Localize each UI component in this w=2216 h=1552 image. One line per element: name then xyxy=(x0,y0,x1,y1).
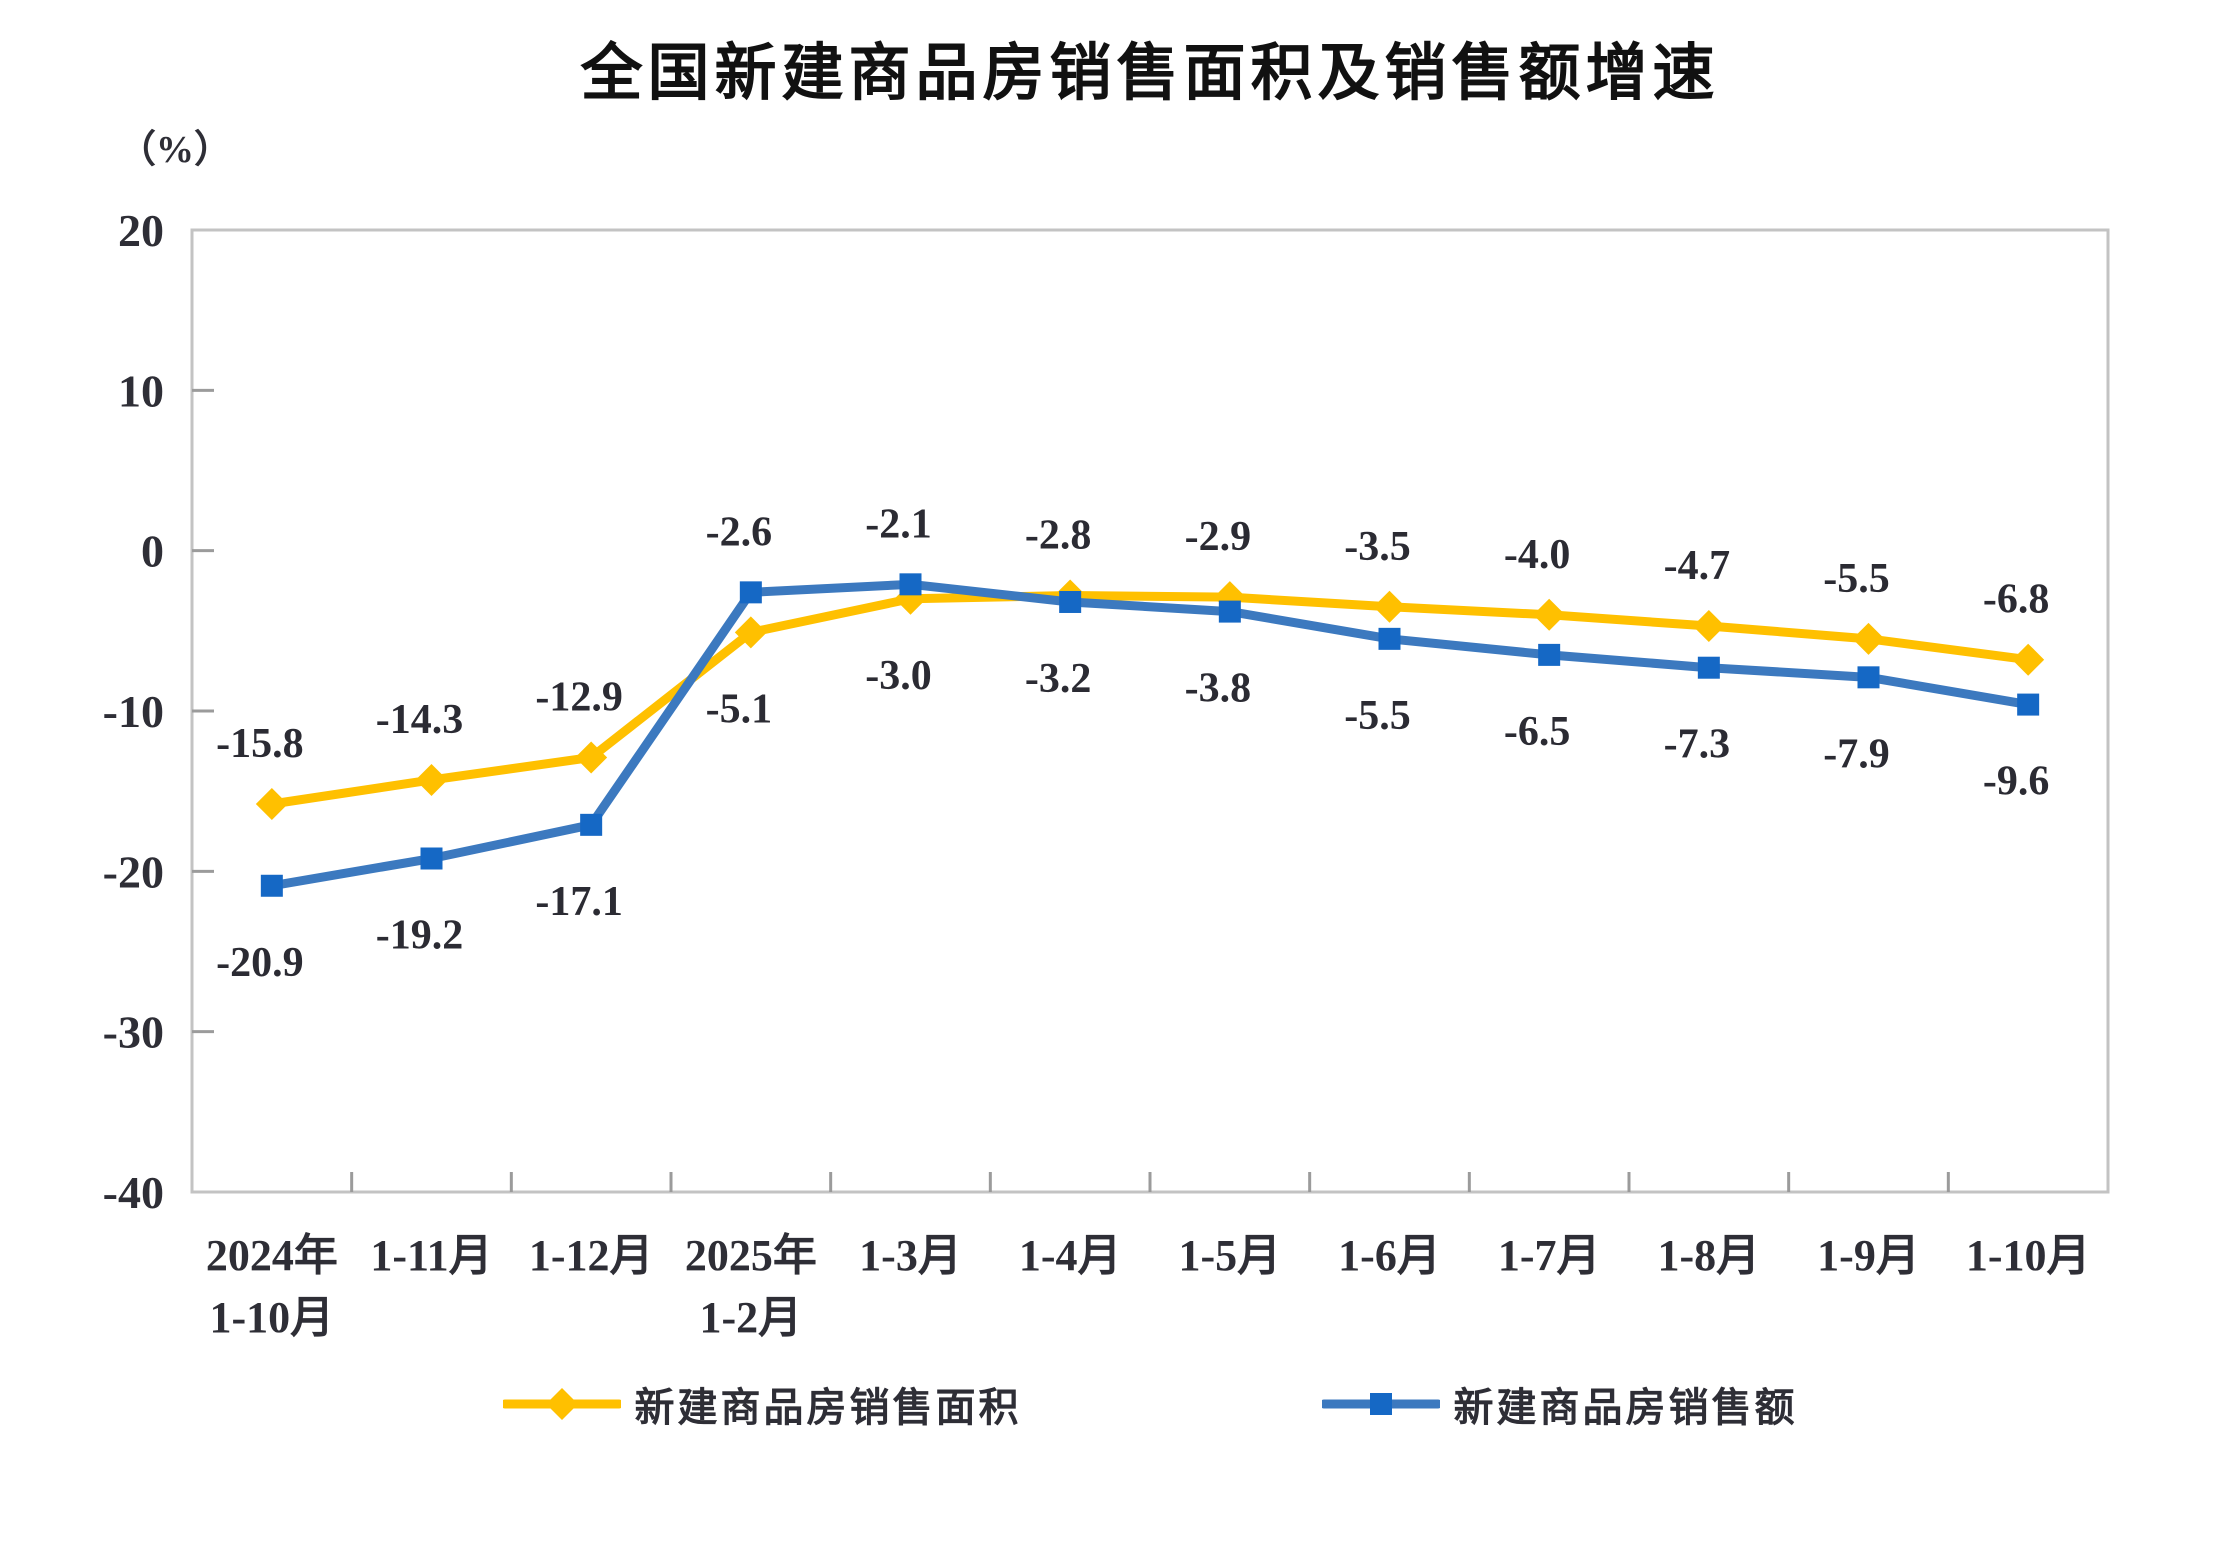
series-0-data-label: -5.5 xyxy=(1823,556,1890,602)
x-tick-label: 1-5月 xyxy=(1179,1231,1282,1280)
x-tick-label: 1-4月 xyxy=(1019,1231,1122,1280)
legend-item-sales-amount: 新建商品房销售额 xyxy=(1319,1375,1798,1433)
series-1-marker xyxy=(1857,666,1880,689)
plot-border xyxy=(190,228,2110,1194)
series-0-data-label: -3.0 xyxy=(865,653,932,699)
series-1-data-label: -20.9 xyxy=(216,940,304,986)
x-tick-label: 1-7月 xyxy=(1498,1231,1601,1280)
x-tick-label: 1-11月 xyxy=(370,1231,492,1280)
series-1-data-label: -7.9 xyxy=(1823,731,1890,777)
series-0-data-label: -12.9 xyxy=(535,674,623,720)
series-1-marker xyxy=(580,813,603,836)
series-0-data-label: -14.3 xyxy=(376,697,464,743)
series-1-data-label: -19.2 xyxy=(376,913,464,959)
series-1-line xyxy=(267,579,2033,891)
series-0-marker xyxy=(1533,598,1566,631)
y-tick-label: 10 xyxy=(118,365,164,416)
series-0-data-label: -15.8 xyxy=(216,721,304,767)
series-1-marker xyxy=(2017,693,2040,716)
series-0-line xyxy=(267,591,2033,809)
x-tick-label: 1-8月 xyxy=(1658,1231,1761,1280)
legend-label-sales-amount: 新建商品房销售额 xyxy=(1453,1385,1798,1430)
series-0-data-label: -4.7 xyxy=(1664,543,1731,589)
series-0-marker xyxy=(2012,643,2045,676)
y-tick-label: -30 xyxy=(103,1007,164,1058)
series-0-marker xyxy=(1692,610,1725,643)
series-0-data-label: -6.8 xyxy=(1983,577,2050,623)
x-tick-label: 1-3月 xyxy=(859,1231,962,1280)
x-tick-label: 1-12月 xyxy=(529,1231,654,1280)
series-0-data-label: -3.5 xyxy=(1344,524,1411,570)
x-tick-label: 1-10月 xyxy=(1966,1231,2091,1280)
x-tick-label: 2024年 1-10月 xyxy=(206,1231,338,1342)
series-0-marker xyxy=(1373,590,1406,623)
series-1-data-label: -3.8 xyxy=(1185,666,1252,712)
series-1-data-label: -2.1 xyxy=(865,501,932,547)
series-1-data-label: -7.3 xyxy=(1664,722,1731,768)
series-1-marker xyxy=(739,581,762,604)
series-0-data-label: -2.9 xyxy=(1185,514,1252,560)
x-tick-label: 1-9月 xyxy=(1817,1231,1920,1280)
series-1-data-label: -2.6 xyxy=(706,509,773,555)
series-0-data-label: -5.1 xyxy=(706,686,773,732)
series-1-data-label: -6.5 xyxy=(1504,709,1571,755)
series-0-data-label: -2.8 xyxy=(1025,513,1092,559)
y-tick-label: -10 xyxy=(103,686,164,737)
series-1-marker xyxy=(260,874,283,897)
series-0-data-label: -4.0 xyxy=(1504,532,1571,578)
series-0-marker xyxy=(575,741,608,774)
series-1-marker xyxy=(1059,590,1082,613)
legend-marker-icon xyxy=(1319,1393,1442,1415)
series-1-data-label: -17.1 xyxy=(535,879,623,925)
x-tick-label: 2025年 1-2月 xyxy=(685,1231,817,1342)
y-tick-label: 20 xyxy=(118,205,164,256)
series-1-data-label: -9.6 xyxy=(1983,759,2050,805)
series-1-data-label: -3.2 xyxy=(1025,656,1092,702)
y-tick-label: 0 xyxy=(141,526,164,577)
series-0-marker xyxy=(415,763,448,796)
series-1-marker xyxy=(1697,656,1720,679)
y-tick-label: -40 xyxy=(103,1167,164,1218)
series-0-marker xyxy=(255,787,288,820)
series-1-marker xyxy=(1378,627,1401,650)
series-1-data-label: -5.5 xyxy=(1344,693,1411,739)
series-0-marker xyxy=(1852,622,1885,655)
legend-marker-icon xyxy=(500,1388,623,1420)
y-axis-unit-label: （%） xyxy=(118,129,233,171)
series-1-marker xyxy=(1218,600,1241,623)
series-0-marker xyxy=(734,616,767,649)
legend-swatch-sales-area xyxy=(500,1384,623,1424)
series-1-marker xyxy=(1538,643,1561,666)
legend-item-sales-area: 新建商品房销售面积 xyxy=(500,1375,1022,1433)
series-1-marker xyxy=(420,847,443,870)
series-1-marker xyxy=(899,573,922,596)
legend: 新建商品房销售面积 新建商品房销售额 xyxy=(192,1372,2108,1436)
y-tick-label: -20 xyxy=(103,846,164,897)
chart-title: 全国新建商品房销售面积及销售额增速 xyxy=(580,39,1720,108)
legend-swatch-sales-amount xyxy=(1319,1384,1442,1424)
legend-label-sales-area: 新建商品房销售面积 xyxy=(634,1385,1022,1430)
x-tick-label: 1-6月 xyxy=(1338,1231,1441,1280)
